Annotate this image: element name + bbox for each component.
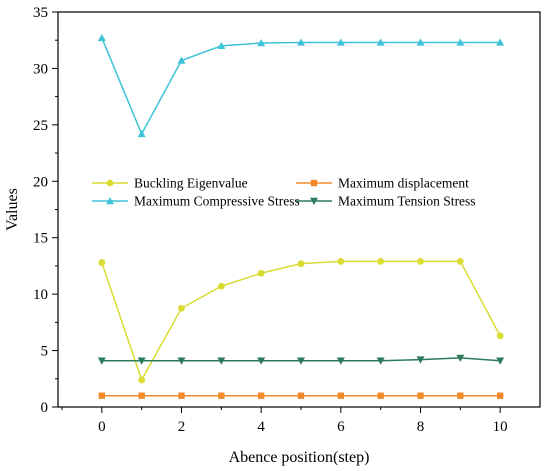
data-point (456, 354, 465, 362)
y-tick-label: 10 (33, 287, 48, 303)
x-tick-label: 0 (98, 419, 106, 435)
data-point (297, 392, 305, 399)
y-tick-label: 35 (33, 5, 48, 21)
data-point (376, 38, 385, 46)
legend-label: Buckling Eigenvalue (134, 176, 248, 191)
data-point (98, 392, 106, 399)
data-point (178, 392, 185, 399)
data-point (296, 38, 305, 46)
data-point (456, 258, 464, 265)
data-point (337, 258, 345, 265)
data-point (178, 304, 185, 312)
y-tick-label: 25 (33, 118, 48, 134)
data-point (217, 282, 225, 290)
data-point (456, 38, 465, 46)
legend-marker (106, 179, 114, 187)
data-point (457, 392, 464, 399)
legend-label: Maximum Tension Stress (338, 194, 476, 209)
y-axis-title: Values (4, 188, 21, 231)
data-point (297, 260, 305, 268)
data-point (257, 39, 266, 47)
data-point (137, 129, 146, 138)
legend-marker (310, 179, 318, 187)
data-point (137, 357, 146, 365)
tick-labels: 0 2 4 6 8 10 0 5 10 15 20 25 30 35 (33, 5, 508, 435)
legend-marker (106, 197, 114, 205)
series-group (97, 33, 505, 399)
legend-item: Maximum displacement (296, 176, 469, 191)
x-tick-label: 8 (417, 419, 425, 435)
data-point (496, 332, 504, 340)
data-point (217, 41, 226, 50)
series-2 (97, 33, 505, 138)
series-0 (98, 258, 504, 384)
data-point (337, 392, 345, 399)
legend-marker (310, 197, 318, 205)
y-tick-label: 0 (41, 400, 49, 416)
data-point (257, 392, 265, 399)
data-point (377, 392, 384, 399)
series-1 (98, 392, 504, 399)
data-point (416, 356, 425, 364)
legend-item: Maximum Tension Stress (296, 194, 476, 209)
data-point (417, 392, 424, 399)
data-point (336, 357, 345, 365)
data-point (98, 259, 106, 266)
y-tick-label: 15 (33, 231, 48, 247)
data-point (257, 357, 266, 365)
data-point (416, 38, 425, 46)
legend-item: Maximum Compressive Stress (92, 194, 300, 209)
series-3 (97, 354, 505, 365)
legend-item: Buckling Eigenvalue (92, 176, 248, 191)
data-point (377, 258, 385, 265)
x-tick-label: 4 (257, 419, 265, 435)
x-axis-title: Abence position(step) (229, 449, 370, 466)
data-point (177, 357, 186, 365)
data-point (257, 269, 265, 277)
data-point (496, 38, 505, 46)
data-point (336, 38, 345, 46)
tick-marks (52, 11, 501, 413)
legend-label: Maximum Compressive Stress (134, 194, 300, 209)
data-point (217, 357, 226, 365)
legend: Buckling Eigenvalue Maximum displacement M… (92, 176, 476, 209)
y-tick-label: 20 (33, 174, 48, 190)
data-point (376, 357, 385, 365)
data-point (496, 392, 504, 399)
data-point (496, 357, 505, 365)
legend-label: Maximum displacement (338, 176, 469, 191)
data-point (296, 357, 305, 365)
data-point (138, 376, 146, 384)
data-point (218, 392, 225, 399)
data-point (97, 357, 106, 365)
x-tick-label: 6 (337, 419, 345, 435)
data-point (97, 33, 106, 42)
x-tick-label: 10 (493, 419, 508, 435)
data-point (417, 258, 424, 265)
y-tick-label: 5 (41, 344, 49, 360)
series-line (101, 37, 501, 136)
y-tick-label: 30 (33, 61, 48, 77)
data-point (177, 56, 186, 64)
x-tick-label: 2 (178, 419, 186, 435)
data-point (138, 392, 145, 399)
